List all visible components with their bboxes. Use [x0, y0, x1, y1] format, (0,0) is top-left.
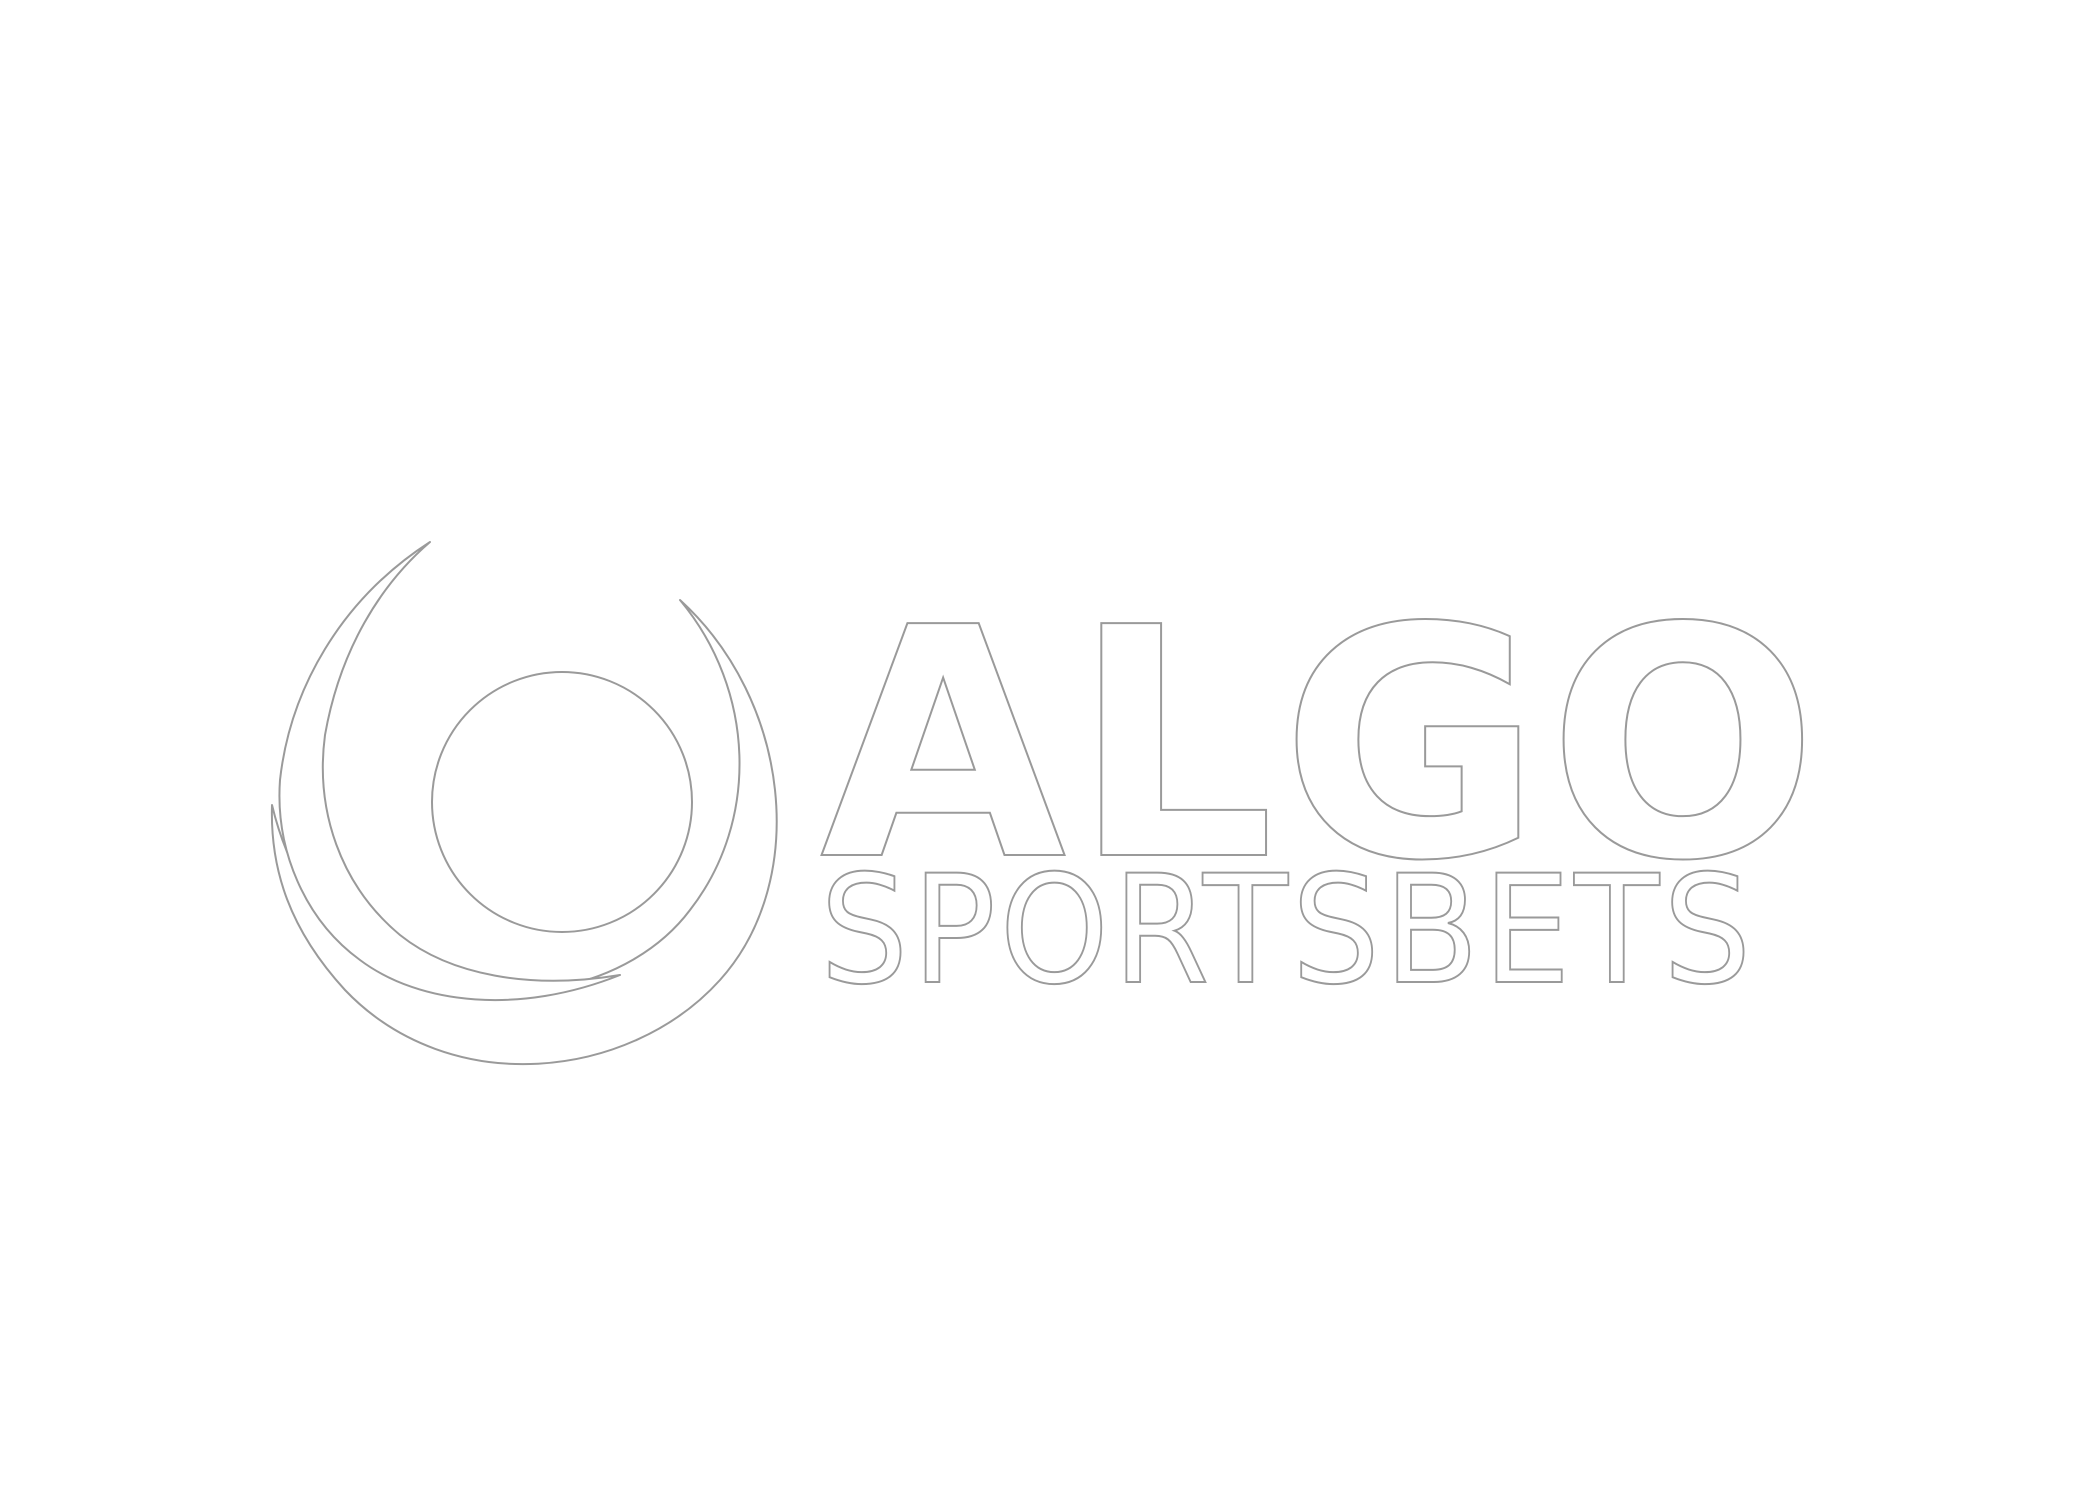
brand-name-primary: ALGO	[820, 590, 1820, 930]
swirl-ball-icon	[250, 520, 810, 1080]
wordmark: ALGO SPORTSBETS	[819, 559, 1820, 1019]
brand-name-secondary: SPORTSBETS	[820, 844, 1755, 1010]
